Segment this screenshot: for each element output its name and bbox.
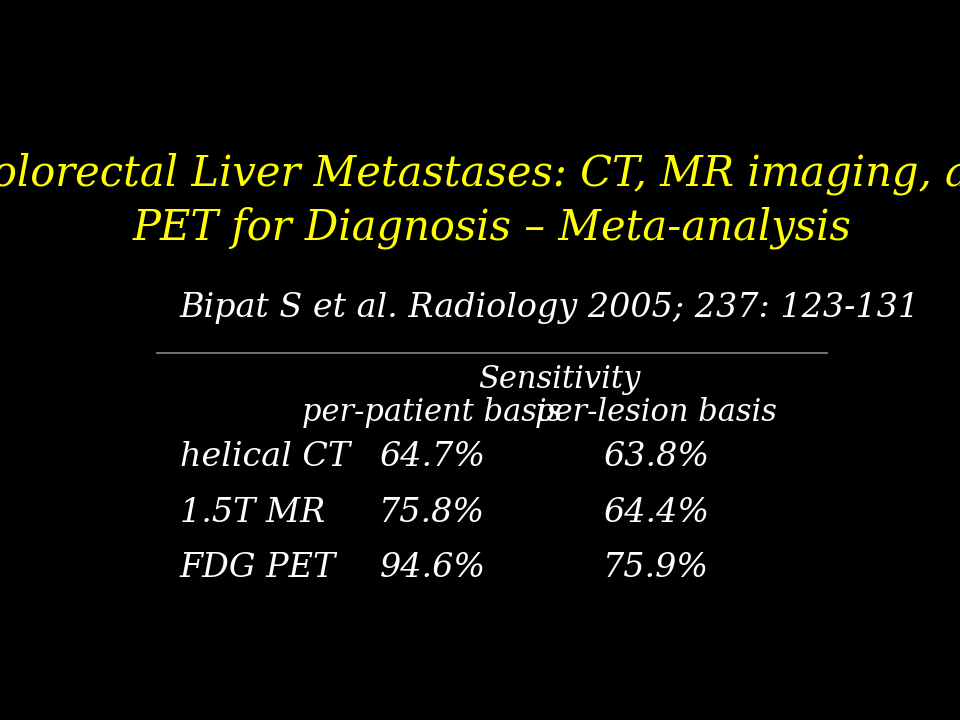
Text: Bipat S et al. Radiology 2005; 237: 123-131: Bipat S et al. Radiology 2005; 237: 123-… <box>180 292 920 323</box>
Text: FDG PET: FDG PET <box>180 552 336 584</box>
Text: 94.6%: 94.6% <box>379 552 486 584</box>
Text: 64.4%: 64.4% <box>603 497 708 528</box>
Text: 64.7%: 64.7% <box>379 441 486 473</box>
Text: 63.8%: 63.8% <box>603 441 708 473</box>
Text: Sensitivity: Sensitivity <box>478 364 640 395</box>
Text: 75.8%: 75.8% <box>379 497 486 528</box>
Text: per-lesion basis: per-lesion basis <box>535 397 777 428</box>
Text: helical CT: helical CT <box>180 441 349 473</box>
Text: 75.9%: 75.9% <box>603 552 708 584</box>
Text: per-patient basis: per-patient basis <box>302 397 563 428</box>
Text: 1.5T MR: 1.5T MR <box>180 497 324 528</box>
Text: Colorectal Liver Metastases: CT, MR imaging, and
PET for Diagnosis – Meta-analys: Colorectal Liver Metastases: CT, MR imag… <box>0 153 960 249</box>
